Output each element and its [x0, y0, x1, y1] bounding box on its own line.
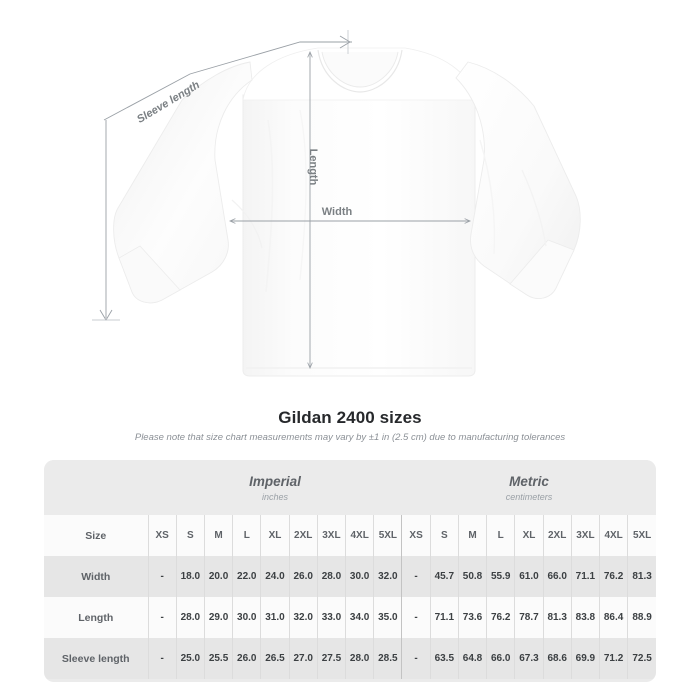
- unit-header-row: Imperial inches Metric centimeters: [44, 460, 656, 515]
- size-header-imperial-5xl: 5XL: [373, 515, 402, 556]
- cell-length-imperial-5xl: 35.0: [373, 597, 402, 638]
- size-header-imperial-l: L: [232, 515, 261, 556]
- cell-width-imperial-s: 18.0: [175, 556, 205, 597]
- cell-sleeve-length-imperial-5xl: 28.5: [373, 638, 402, 679]
- size-header-imperial-s: S: [175, 515, 205, 556]
- cell-width-metric-2xl: 66.0: [542, 556, 572, 597]
- cell-sleeve-length-metric-xs: -: [401, 638, 431, 679]
- cell-sleeve-length-metric-l: 66.0: [486, 638, 515, 679]
- size-table: Size XS S M L XL 2XL 3XL 4XL 5XL XS S M L XL 2XL 3XL 4XL 5…: [44, 515, 656, 679]
- cell-length-metric-2xl: 81.3: [542, 597, 572, 638]
- cell-length-metric-xl: 78.7: [514, 597, 544, 638]
- cell-length-imperial-l: 30.0: [232, 597, 261, 638]
- size-header-label: Size: [85, 529, 107, 542]
- cell-sleeve-length-imperial-xl: 26.5: [260, 638, 290, 679]
- cell-width-metric-xs: -: [401, 556, 431, 597]
- cell-length-metric-m: 73.6: [457, 597, 487, 638]
- unit-header-spacer: [44, 460, 148, 515]
- cell-length-imperial-s: 28.0: [175, 597, 205, 638]
- row-label-width: Width: [81, 570, 111, 583]
- unit-group-imperial-sub: inches: [261, 492, 288, 503]
- cell-length-metric-4xl: 86.4: [598, 597, 628, 638]
- cell-sleeve-length-metric-xl: 67.3: [514, 638, 544, 679]
- cell-width-imperial-xl: 24.0: [260, 556, 290, 597]
- cell-width-imperial-m: 20.0: [203, 556, 233, 597]
- unit-group-imperial-name: Imperial: [249, 474, 301, 490]
- size-header-imperial-xs: XS: [147, 515, 177, 556]
- table-row: Length -28.0 29.0 30.0 31.0 32.0 33.0 34.0 35.0-…: [44, 597, 656, 638]
- size-header-metric-3xl: 3XL: [570, 515, 600, 556]
- cell-length-metric-s: 71.1: [429, 597, 459, 638]
- table-row: Sleeve length -25.0 25.5 26.0 26.5 27.0 27.5 28…: [44, 638, 656, 679]
- cell-length-metric-xs: -: [401, 597, 431, 638]
- size-header-metric-2xl: 2XL: [542, 515, 572, 556]
- size-header-imperial-3xl: 3XL: [316, 515, 346, 556]
- cell-width-metric-4xl: 76.2: [598, 556, 628, 597]
- cell-width-metric-5xl: 81.3: [627, 556, 656, 597]
- cell-sleeve-length-imperial-s: 25.0: [175, 638, 205, 679]
- unit-group-metric: Metric centimeters: [402, 460, 656, 515]
- cell-length-imperial-3xl: 33.0: [316, 597, 346, 638]
- unit-group-metric-name: Metric: [509, 474, 549, 490]
- cell-sleeve-length-imperial-3xl: 27.5: [316, 638, 346, 679]
- cell-length-imperial-xs: -: [147, 597, 177, 638]
- tolerance-note: Please note that size chart measurements…: [134, 432, 566, 443]
- garment-shape: [113, 47, 581, 377]
- size-header-imperial-m: M: [203, 515, 233, 556]
- cell-width-metric-xl: 61.0: [514, 556, 544, 597]
- cell-width-imperial-2xl: 26.0: [288, 556, 318, 597]
- cell-width-metric-3xl: 71.1: [570, 556, 600, 597]
- cell-length-imperial-2xl: 32.0: [288, 597, 318, 638]
- cell-width-metric-l: 55.9: [486, 556, 515, 597]
- cell-width-imperial-5xl: 32.0: [373, 556, 402, 597]
- cell-sleeve-length-imperial-xs: -: [147, 638, 177, 679]
- cell-length-metric-3xl: 83.8: [570, 597, 600, 638]
- size-header-imperial-2xl: 2XL: [288, 515, 318, 556]
- length-label: Length: [307, 149, 319, 186]
- table-row: Width -18.0 20.0 22.0 24.0 26.0 28.0 30.0 32.0-4…: [44, 556, 656, 597]
- unit-group-imperial: Imperial inches: [148, 460, 402, 515]
- cell-sleeve-length-metric-3xl: 69.9: [570, 638, 600, 679]
- row-label-length: Length: [78, 611, 114, 624]
- cell-sleeve-length-metric-s: 63.5: [429, 638, 459, 679]
- cell-length-imperial-m: 29.0: [203, 597, 233, 638]
- cell-width-imperial-xs: -: [147, 556, 177, 597]
- cell-width-metric-s: 45.7: [429, 556, 459, 597]
- size-header-metric-s: S: [429, 515, 459, 556]
- size-header-metric-m: M: [457, 515, 487, 556]
- width-label: Width: [322, 206, 353, 218]
- row-label-sleeve-length: Sleeve length: [61, 652, 130, 665]
- cell-length-imperial-4xl: 34.0: [345, 597, 374, 638]
- cell-length-imperial-xl: 31.0: [260, 597, 290, 638]
- cell-sleeve-length-imperial-l: 26.0: [232, 638, 261, 679]
- size-header-metric-5xl: 5XL: [627, 515, 656, 556]
- cell-sleeve-length-imperial-2xl: 27.0: [288, 638, 318, 679]
- table-header-row: Size XS S M L XL 2XL 3XL 4XL 5XL XS S M L XL 2XL 3XL 4XL 5…: [44, 515, 656, 556]
- unit-group-metric-sub: centimeters: [505, 492, 553, 503]
- page-title: Gildan 2400 sizes: [278, 408, 422, 427]
- size-header-metric-xs: XS: [401, 515, 431, 556]
- garment-illustration: Sleeve length Length Width: [92, 30, 581, 377]
- size-header-imperial-xl: XL: [260, 515, 290, 556]
- cell-sleeve-length-metric-5xl: 72.5: [627, 638, 656, 679]
- size-header-metric-xl: XL: [514, 515, 544, 556]
- cell-sleeve-length-metric-4xl: 71.2: [598, 638, 628, 679]
- cell-sleeve-length-imperial-m: 25.5: [203, 638, 233, 679]
- size-chart-panel: Imperial inches Metric centimeters Size X…: [44, 460, 656, 682]
- cell-width-imperial-4xl: 30.0: [345, 556, 374, 597]
- cell-width-metric-m: 50.8: [457, 556, 487, 597]
- size-header-metric-l: L: [486, 515, 515, 556]
- cell-width-imperial-3xl: 28.0: [316, 556, 346, 597]
- cell-sleeve-length-metric-2xl: 68.6: [542, 638, 572, 679]
- size-header-imperial-4xl: 4XL: [345, 515, 374, 556]
- cell-length-metric-5xl: 88.9: [627, 597, 656, 638]
- cell-sleeve-length-imperial-4xl: 28.0: [345, 638, 374, 679]
- cell-sleeve-length-metric-m: 64.8: [457, 638, 487, 679]
- size-header-metric-4xl: 4XL: [598, 515, 628, 556]
- cell-length-metric-l: 76.2: [486, 597, 515, 638]
- measurement-guides: [92, 30, 470, 368]
- cell-width-imperial-l: 22.0: [232, 556, 261, 597]
